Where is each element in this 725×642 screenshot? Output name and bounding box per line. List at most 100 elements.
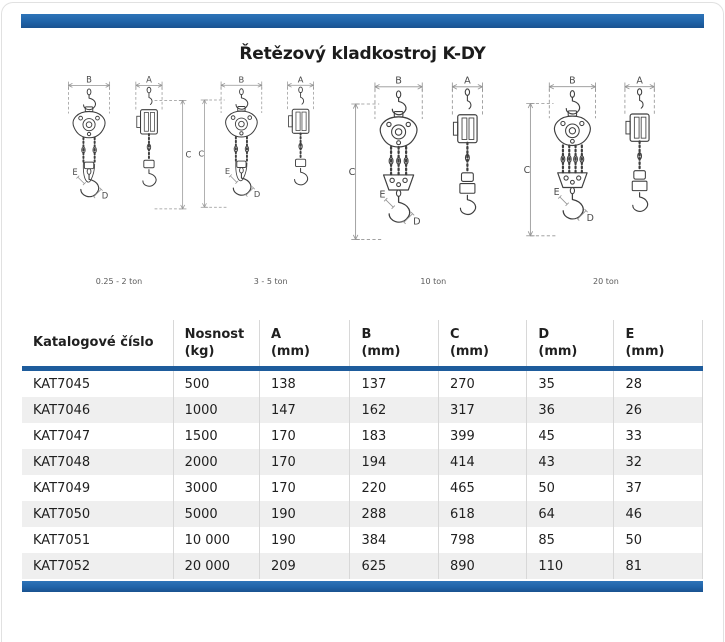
column-unit: (mm) [449,343,489,359]
table-cell: 465 [437,475,527,502]
specs-table-body: KAT7045 500 138 137 270 35 28 KAT7046 1000 147 162… [22,368,703,580]
hoist-drawing: B A E D C 3 - 5 ton [197,76,345,290]
hoist-diagram: B A E D C [349,76,484,240]
column-unit: (mm) [361,343,401,359]
table-cell: 43 [526,449,614,476]
dimension-label: D [254,189,260,199]
column-header-a: A (mm) [258,320,350,372]
specs-table-wrap: Katalogové číslo Nosnost (kg) A (mm) B (mm) C (m… [22,320,703,593]
table-cell: KAT7047 [33,428,91,444]
technical-drawings: B A E D C 0.25 - 2 ton B A E D C 3 - 5 ton B A E D C 10 t… [44,76,690,290]
hoist-diagram: B A E D C [68,76,191,210]
table-cell: KAT7048 [33,454,91,470]
column-label: B [361,327,372,342]
table-row: KAT7046 1000 147 162 317 36 26 [22,397,703,424]
table-cell: 194 [349,449,439,476]
column-label: D [538,327,550,342]
dimension-label: A [464,76,471,87]
table-cell: 20 000 [172,553,260,580]
column-header-katalogov-slo: Katalogové číslo [22,320,174,372]
hoist-drawing: B A E D C 10 ton [347,76,519,290]
table-cell: 183 [349,423,439,450]
table-row: KAT7052 20 000 209 625 890 110 81 [22,553,703,580]
footer-accent-bar [22,581,703,593]
table-cell: 81 [613,553,703,580]
header-accent-bar [21,14,704,28]
dimension-label: E [554,187,560,198]
dimension-label: B [396,76,403,87]
column-header-d: D (mm) [526,320,614,372]
table-cell: 288 [349,501,439,528]
dimension-label: B [86,76,92,85]
table-cell: 35 [526,368,614,398]
table-cell: 147 [258,397,350,424]
drawing-caption: 10 ton [420,277,447,286]
table-cell: 162 [349,397,439,424]
column-unit: (mm) [538,343,578,359]
table-cell: 46 [613,501,703,528]
page-title: Řetězový kladkostroj K-DY [239,44,486,64]
column-label: C [449,327,460,342]
column-label: A [270,327,282,342]
table-row: KAT7048 2000 170 194 414 43 32 [22,449,703,476]
column-unit: (kg) [184,343,215,359]
table-cell: 170 [258,423,350,450]
dimension-label: D [413,216,420,227]
table-cell: 317 [437,397,527,424]
dimension-label: C [524,165,531,176]
table-cell: 3000 [172,475,260,502]
table-cell: 50 [613,527,703,554]
drawing-caption: 0.25 - 2 ton [95,277,143,286]
specs-table: Katalogové číslo Nosnost (kg) A (mm) B (mm) C (m… [22,320,703,580]
table-cell: 798 [437,527,527,554]
table-cell: 64 [526,501,614,528]
table-row: KAT7047 1500 170 183 399 45 33 [22,423,703,450]
dimension-label: A [636,76,643,87]
column-label: E [625,327,635,342]
table-cell: KAT7050 [33,506,91,522]
table-row: KAT7050 5000 190 288 618 64 46 [22,501,703,528]
hoist-diagram: B A E D C [524,76,655,237]
hoist-diagram: B A E D C [198,76,314,208]
table-cell: 890 [437,553,527,580]
table-cell: 190 [258,527,350,554]
dimension-label: B [238,76,244,84]
dimension-label: C [185,149,191,159]
hoist-drawing: B A E D C 0.25 - 2 ton [44,76,194,290]
specs-table-header: Katalogové číslo Nosnost (kg) A (mm) B (mm) C (m… [22,320,703,372]
table-row: KAT7051 10 000 190 384 798 85 50 [22,527,703,554]
table-cell: 33 [613,423,703,450]
table-cell: 45 [526,423,614,450]
dimension-label: D [102,191,108,201]
table-cell: 190 [258,501,350,528]
table-cell: 625 [349,553,439,580]
drawing-caption: 20 ton [593,277,619,286]
table-cell: 384 [349,527,439,554]
column-header-nosnost: Nosnost (kg) [172,320,260,372]
dimension-label: D [587,213,594,224]
table-cell: 414 [437,449,527,476]
table-cell: 138 [258,368,350,398]
dimension-label: C [198,148,204,158]
column-header-b: B (mm) [349,320,439,372]
dimension-label: A [146,76,152,85]
table-row: KAT7045 500 138 137 270 35 28 [22,368,703,398]
table-cell: 399 [437,423,527,450]
table-cell: KAT7046 [33,402,91,418]
column-label: Katalogové číslo [33,335,154,351]
table-cell: 137 [349,368,439,398]
dimension-label: A [297,76,303,84]
table-cell: 618 [437,501,527,528]
column-header-c: C (mm) [437,320,527,372]
table-cell: 500 [172,368,260,398]
table-cell: 5000 [172,501,260,528]
dimension-label: B [569,76,575,87]
table-cell: KAT7052 [33,558,91,574]
dimension-label: E [72,167,77,177]
column-header-e: E (mm) [613,320,703,372]
table-cell: 28 [613,368,703,398]
column-unit: (mm) [625,343,665,359]
table-cell: 270 [437,368,527,398]
table-cell: 37 [613,475,703,502]
